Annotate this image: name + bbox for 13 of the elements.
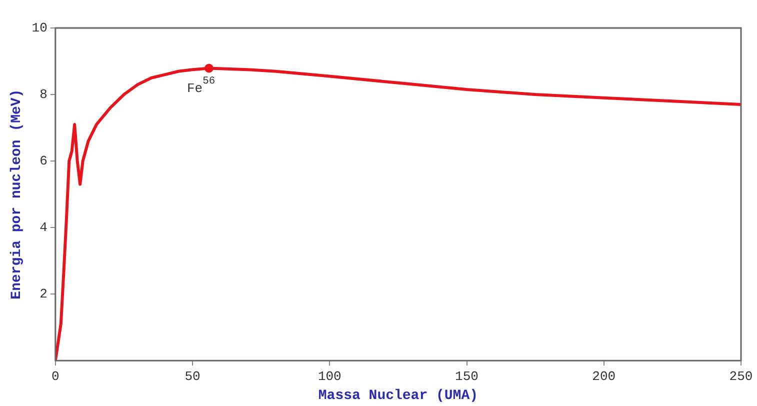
x-tick-label: 100	[318, 368, 342, 384]
y-tick-label: 10	[32, 20, 48, 36]
x-tick-label: 200	[592, 368, 616, 384]
y-tick-label: 8	[40, 86, 48, 102]
y-axis-title: Energia por nucleon (MeV)	[8, 89, 25, 300]
x-tick-label: 250	[729, 368, 753, 384]
x-axis-title: Massa Nuclear (UMA)	[318, 388, 478, 404]
x-tick-label: 50	[184, 368, 200, 384]
x-tick-label: 0	[51, 368, 60, 384]
x-tick-label: 150	[455, 368, 478, 384]
y-tick-label: 4	[40, 220, 48, 235]
y-tick-label: 2	[40, 286, 48, 302]
y-tick-label: 6	[40, 153, 48, 168]
